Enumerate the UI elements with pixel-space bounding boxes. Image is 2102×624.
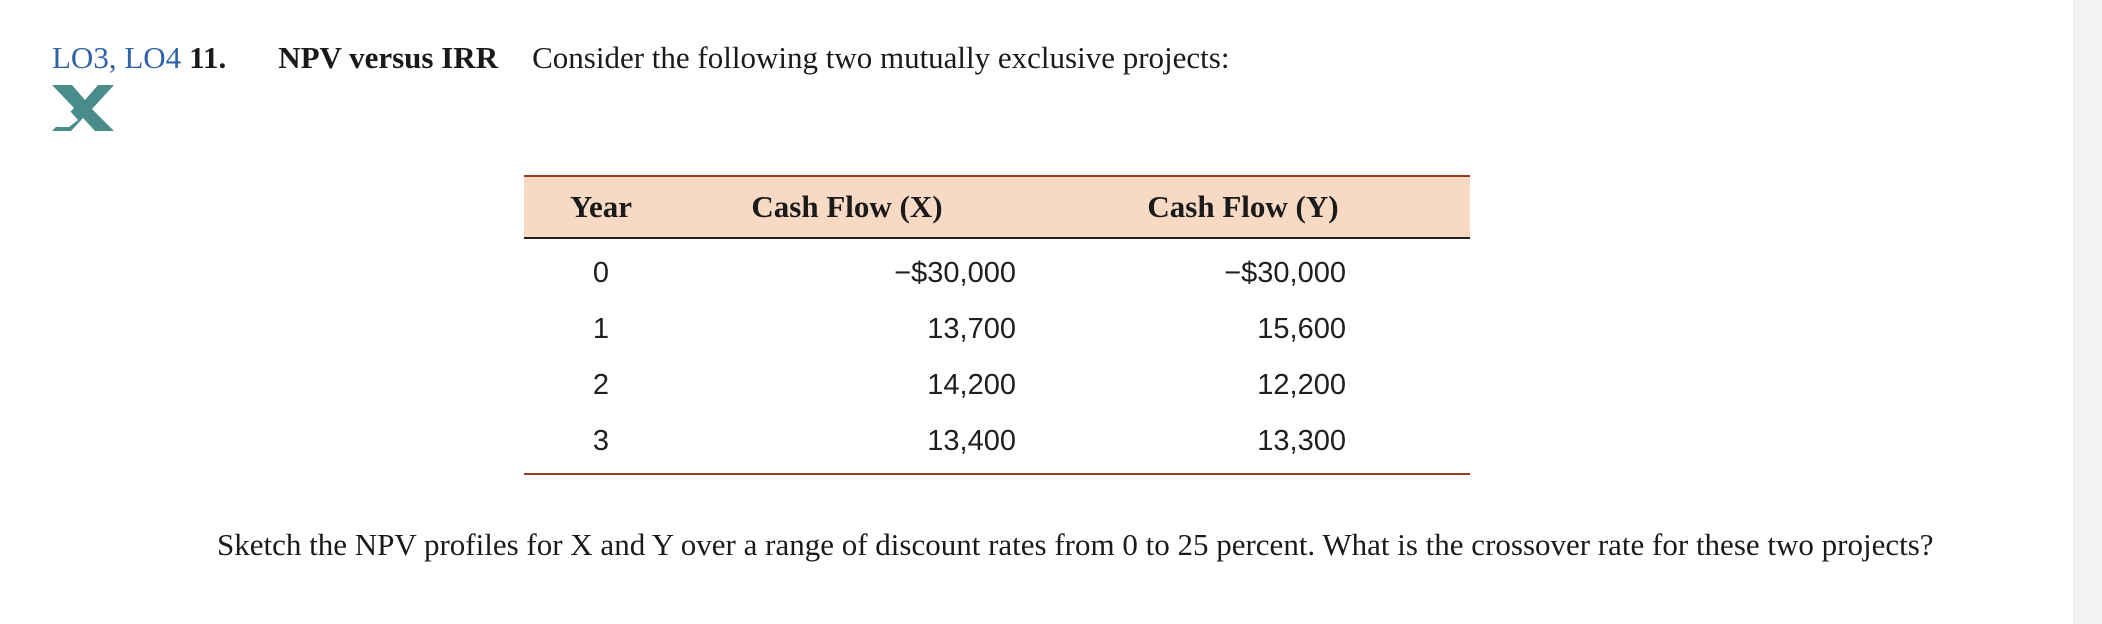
excel-x-icon[interactable] — [50, 83, 116, 133]
cash-flow-y-cell: 12,200 — [1257, 368, 1346, 401]
question-text: Sketch the NPV profiles for X and Y over… — [217, 527, 1934, 562]
year-cell: 2 — [592, 368, 610, 401]
table-header-row: Year Cash Flow (X) Cash Flow (Y) — [524, 176, 1470, 239]
year-cell: 3 — [592, 424, 610, 457]
cash-flow-y-cell: 13,300 — [1257, 424, 1346, 457]
cash-flow-x-cell: 13,700 — [927, 312, 1016, 345]
learning-objective-tags[interactable]: LO3, LO4 — [52, 40, 182, 75]
year-cell: 0 — [592, 256, 610, 289]
column-header-cash-flow-x: Cash Flow (X) — [678, 176, 1016, 239]
table-row: 1 13,700 15,600 — [524, 301, 1470, 357]
cash-flow-x-cell: 14,200 — [927, 368, 1016, 401]
table-row: 2 14,200 12,200 — [524, 357, 1470, 413]
problem-title: NPV versus IRR — [278, 40, 499, 75]
year-cell: 1 — [592, 312, 610, 345]
problem-number: 11. — [189, 40, 227, 75]
page-margin-strip — [2073, 0, 2102, 624]
problem-intro: Consider the following two mutually excl… — [532, 40, 1230, 75]
cash-flow-y-cell: 15,600 — [1257, 312, 1346, 345]
cash-flow-x-cell: −$30,000 — [894, 256, 1016, 289]
cash-flow-x-cell: 13,400 — [927, 424, 1016, 457]
column-header-year: Year — [524, 176, 678, 239]
problem-header: LO3, LO4 11. NPV versus IRR Consider the fo… — [52, 36, 1229, 80]
cash-flow-table: Year Cash Flow (X) Cash Flow (Y) 0 −$30,… — [524, 175, 1470, 475]
table-row: 3 13,400 13,300 — [524, 413, 1470, 474]
cash-flow-y-cell: −$30,000 — [1224, 256, 1346, 289]
table-row: 0 −$30,000 −$30,000 — [524, 238, 1470, 301]
column-header-cash-flow-y: Cash Flow (Y) — [1016, 176, 1470, 239]
